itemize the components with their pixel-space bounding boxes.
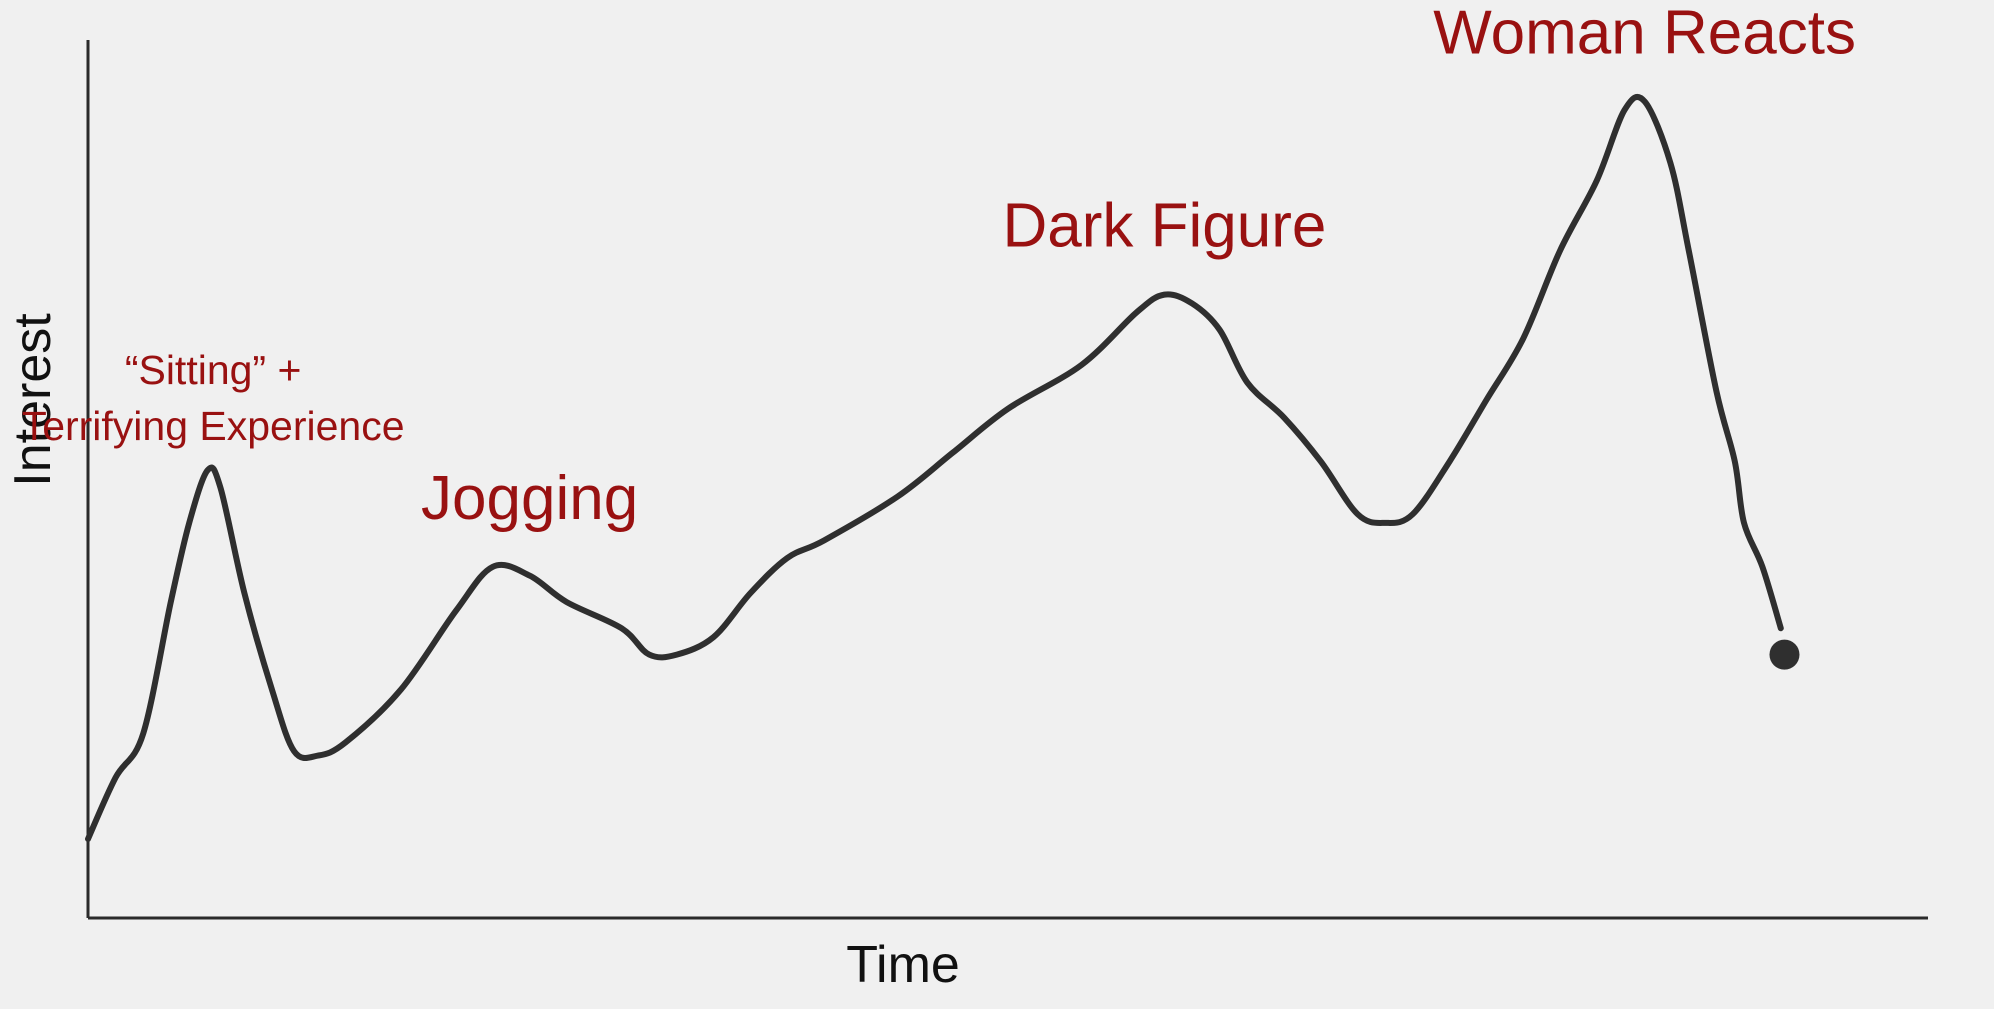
annotation-4: Woman Reacts <box>1433 0 1856 67</box>
series-line-1 <box>85 93 1784 842</box>
annotation-1-line-1: “Sitting” + <box>125 347 302 393</box>
annotation-3: Dark Figure <box>1002 192 1326 261</box>
annotation-1: “Sitting” + Terrifying Experience <box>22 347 405 449</box>
y-axis-title: Interest <box>4 313 62 487</box>
series-group <box>85 93 1800 842</box>
annotation-4-line-1: Woman Reacts <box>1433 0 1856 67</box>
annotation-3-line-1: Dark Figure <box>1002 192 1326 261</box>
axes: Time Interest <box>4 40 1928 994</box>
x-axis-title: Time <box>846 936 960 994</box>
annotation-1-line-2: Terrifying Experience <box>22 403 405 449</box>
annotation-2: Jogging <box>421 464 638 533</box>
end-point-marker <box>1769 639 1800 670</box>
annotation-2-line-1: Jogging <box>421 464 638 533</box>
annotations-group: “Sitting” + Terrifying Experience Jogging D… <box>22 0 1856 533</box>
